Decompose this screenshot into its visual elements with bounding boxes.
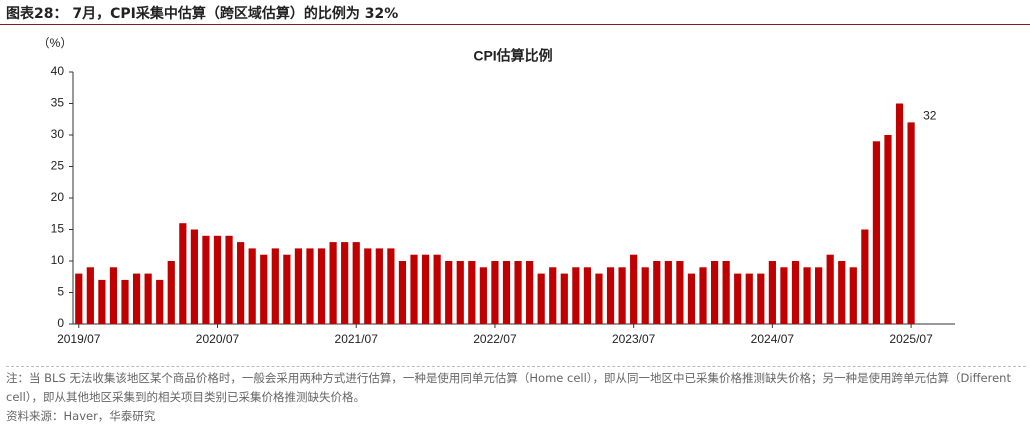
bar — [606, 267, 615, 324]
y-tick-label: 0 — [57, 316, 64, 330]
bar — [699, 267, 707, 324]
bar — [190, 229, 198, 324]
bar — [861, 229, 869, 324]
bar — [317, 248, 326, 324]
source: 资料来源：Haver，华泰研究 — [6, 409, 156, 423]
bar — [341, 242, 349, 324]
bar — [676, 261, 684, 324]
y-tick-label: 15 — [51, 222, 65, 236]
bar — [98, 279, 106, 324]
bar — [768, 261, 776, 324]
y-tick-label: 20 — [51, 190, 65, 204]
bar — [780, 267, 788, 324]
bar — [641, 267, 649, 324]
bar — [502, 261, 511, 324]
y-tick-label: 25 — [51, 159, 65, 173]
chart-title: CPI估算比例 — [473, 48, 552, 64]
bar — [167, 261, 175, 324]
bar — [352, 242, 360, 324]
bar — [364, 248, 372, 324]
y-tick-label: 30 — [51, 127, 65, 141]
bar — [156, 279, 164, 324]
bar — [179, 223, 187, 324]
bar — [560, 273, 568, 324]
bar — [144, 273, 152, 324]
x-tick-label: 2025/07 — [889, 332, 933, 346]
bar — [421, 254, 430, 324]
bar — [202, 235, 210, 324]
bar — [248, 248, 256, 324]
note: 注：当 BLS 无法收集该地区某个商品价格时，一般会采用两种方式进行估算，一种是… — [6, 371, 1011, 404]
bar — [572, 267, 580, 324]
bar — [618, 267, 626, 324]
bar — [468, 261, 476, 324]
bar — [398, 261, 407, 324]
bar — [213, 235, 222, 324]
bar — [595, 273, 603, 324]
title-rule — [0, 24, 1030, 25]
bar — [653, 261, 661, 324]
bar — [75, 273, 83, 324]
bar — [445, 261, 453, 324]
x-tick-label: 2021/07 — [335, 332, 379, 346]
bar — [710, 261, 719, 324]
chart: CPI估算比例 （%） 0 5 10 15 20 25 30 35 40 2019/07 2020/… — [38, 36, 955, 346]
x-tick-label: 2022/07 — [473, 332, 517, 346]
bar — [283, 254, 291, 324]
y-tick-label: 35 — [51, 96, 65, 110]
bar — [907, 122, 915, 325]
bar — [630, 254, 638, 324]
bar — [872, 141, 881, 324]
bar — [237, 242, 245, 324]
bar — [514, 261, 522, 324]
bar — [583, 267, 592, 324]
bar — [826, 254, 834, 324]
y-tick-label: 40 — [51, 64, 65, 78]
bar — [526, 261, 534, 324]
bar — [734, 273, 742, 324]
bar — [387, 248, 395, 324]
bar — [757, 273, 765, 324]
x-tick-label: 2020/07 — [196, 332, 240, 346]
bar — [479, 267, 487, 324]
bar — [121, 279, 129, 324]
data-label: 32 — [923, 109, 937, 123]
bar — [294, 248, 303, 324]
bar — [329, 242, 337, 324]
bar — [491, 261, 499, 324]
bar — [109, 267, 118, 324]
bar — [664, 261, 672, 324]
bar — [260, 254, 268, 324]
y-unit: （%） — [38, 36, 73, 50]
x-tick-label: 2019/07 — [57, 332, 101, 346]
bar — [549, 267, 557, 324]
bar — [803, 267, 811, 324]
bar — [791, 261, 800, 324]
bar — [745, 273, 753, 324]
bar — [375, 248, 383, 324]
bar — [722, 261, 730, 324]
bar — [86, 267, 94, 324]
x-tick-label: 2023/07 — [612, 332, 656, 346]
y-tick-label: 10 — [51, 253, 65, 267]
bar — [456, 261, 464, 324]
bar — [687, 273, 696, 324]
y-tick-label: 5 — [57, 285, 64, 299]
bar — [884, 135, 892, 324]
bar — [537, 273, 545, 324]
bar — [838, 261, 846, 324]
figure-title: 图表28： 7月，CPI采集中估算（跨区域估算）的比例为 32% — [6, 6, 399, 22]
bar — [132, 273, 141, 324]
footer: 注：当 BLS 无法收集该地区某个商品价格时，一般会采用两种方式进行估算，一种是… — [6, 366, 1026, 426]
x-tick-label: 2024/07 — [751, 332, 795, 346]
bar — [849, 267, 857, 324]
bar — [306, 248, 314, 324]
bar — [895, 103, 904, 324]
bar — [410, 254, 418, 324]
bar — [815, 267, 823, 324]
bar — [271, 248, 279, 324]
bar — [225, 235, 233, 324]
bar — [433, 254, 441, 324]
